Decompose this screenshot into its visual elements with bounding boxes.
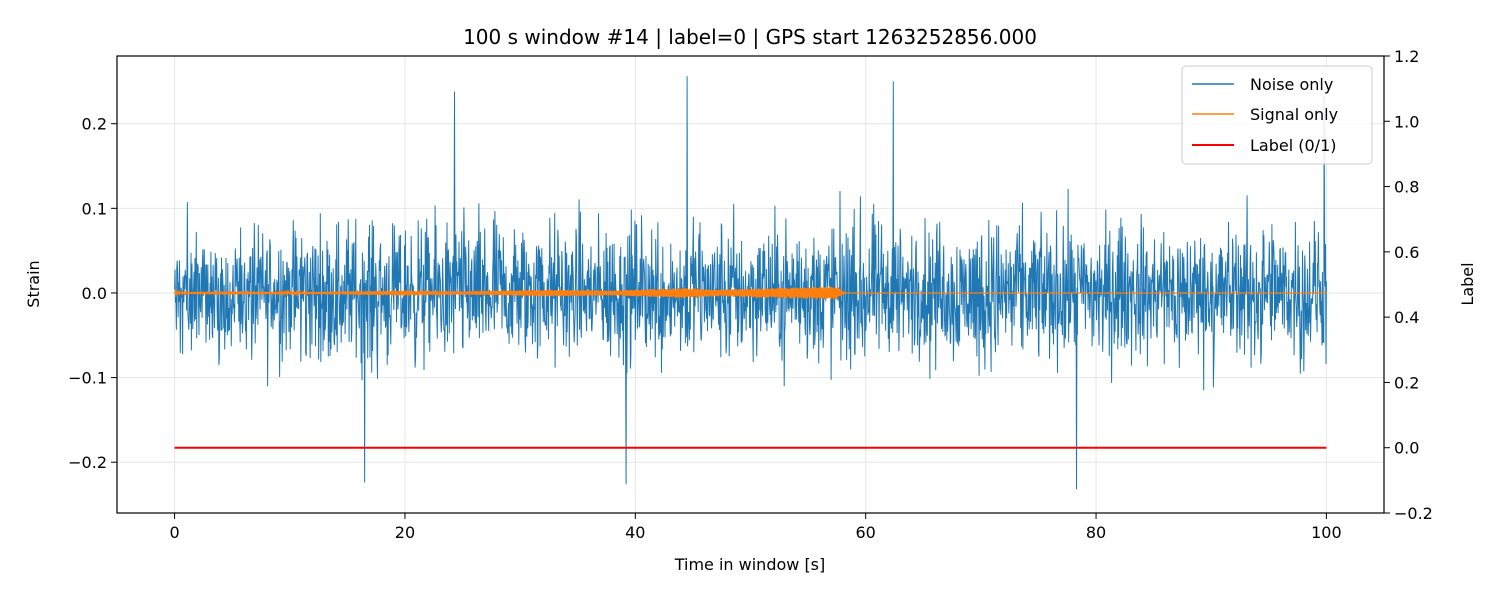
y2-tick-label: −0.2 bbox=[1394, 504, 1433, 523]
x-axis-title: Time in window [s] bbox=[674, 555, 826, 574]
x-tick-label: 80 bbox=[1086, 523, 1106, 542]
x-tick-label: 60 bbox=[856, 523, 876, 542]
y-tick-label: 0.1 bbox=[82, 199, 107, 218]
y-tick-label: −0.2 bbox=[68, 453, 107, 472]
legend-label-signal: Signal only bbox=[1250, 105, 1338, 124]
legend: Noise only Signal only Label (0/1) bbox=[1181, 65, 1373, 165]
x-tick-label: 40 bbox=[625, 523, 645, 542]
x-tick-label: 20 bbox=[395, 523, 415, 542]
series-signal-line bbox=[173, 286, 1327, 300]
y2-tick-label: 0.4 bbox=[1394, 308, 1419, 327]
y-tick-label: 0.2 bbox=[82, 115, 107, 134]
x-tick-label: 0 bbox=[169, 523, 179, 542]
y2-tick-label: 0.0 bbox=[1394, 439, 1419, 458]
legend-box bbox=[1181, 65, 1373, 165]
y-axis-title: Strain bbox=[24, 260, 43, 307]
y-tick-label: 0.0 bbox=[82, 284, 107, 303]
x-axis: 0 20 40 60 80 100 bbox=[169, 513, 1342, 542]
chart-title: 100 s window #14 | label=0 | GPS start 1… bbox=[463, 25, 1037, 49]
plot-frame bbox=[116, 55, 1385, 514]
y-tick-label: −0.1 bbox=[68, 369, 107, 388]
x-tick-label: 100 bbox=[1311, 523, 1342, 542]
y2-tick-label: 1.2 bbox=[1394, 47, 1419, 66]
y-axis-right: −0.2 0.0 0.2 0.4 0.6 0.8 1.0 1.2 bbox=[1384, 47, 1433, 523]
legend-label-noise: Noise only bbox=[1250, 75, 1333, 94]
y2-axis-title: Label bbox=[1458, 262, 1477, 305]
y2-tick-label: 0.6 bbox=[1394, 243, 1419, 262]
y2-tick-label: 0.8 bbox=[1394, 178, 1419, 197]
series-layer bbox=[173, 76, 1327, 490]
series-noise-line bbox=[174, 76, 1327, 490]
legend-label-label: Label (0/1) bbox=[1250, 136, 1336, 155]
y2-tick-label: 0.2 bbox=[1394, 373, 1419, 392]
y2-tick-label: 1.0 bbox=[1394, 112, 1419, 131]
y-axis-left: −0.2 −0.1 0.0 0.1 0.2 bbox=[68, 115, 117, 472]
